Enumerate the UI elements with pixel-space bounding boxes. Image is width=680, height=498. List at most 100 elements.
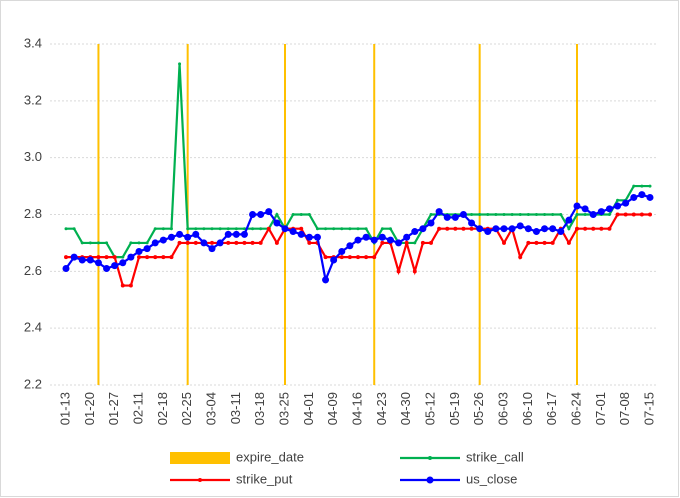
marker	[129, 241, 133, 245]
marker	[526, 240, 531, 245]
marker	[614, 202, 622, 210]
marker	[388, 227, 392, 231]
marker	[193, 240, 198, 245]
marker	[178, 62, 182, 66]
marker	[80, 241, 84, 245]
bar	[97, 44, 100, 385]
marker	[478, 213, 482, 216]
marker	[315, 227, 319, 231]
legend-marker	[428, 456, 432, 460]
marker	[234, 227, 238, 231]
y-tick-label: 3.4	[24, 35, 42, 50]
marker	[137, 241, 141, 245]
marker	[615, 212, 620, 217]
marker	[64, 255, 68, 260]
marker	[224, 230, 232, 238]
marker	[543, 213, 547, 216]
marker	[532, 228, 540, 236]
marker	[640, 184, 644, 188]
marker	[356, 227, 360, 231]
marker	[364, 255, 369, 260]
marker	[250, 240, 255, 245]
legend-label: us_close	[466, 471, 517, 486]
x-tick-label: 02-25	[179, 392, 194, 425]
marker	[307, 240, 312, 245]
marker	[161, 255, 166, 260]
marker	[208, 245, 216, 253]
x-tick-label: 06-24	[568, 392, 583, 425]
marker	[128, 283, 133, 288]
marker	[226, 240, 231, 245]
marker	[502, 240, 506, 245]
marker	[338, 247, 346, 255]
marker	[194, 227, 198, 231]
marker	[62, 264, 70, 272]
y-tick-label: 2.6	[24, 263, 42, 278]
marker	[420, 240, 425, 245]
y-tick-label: 3.0	[24, 149, 42, 164]
marker	[151, 239, 159, 247]
marker	[404, 240, 409, 245]
marker	[386, 236, 394, 244]
y-tick-label: 2.8	[24, 206, 42, 221]
marker	[121, 255, 125, 259]
x-tick-label: 05-12	[422, 392, 437, 425]
marker	[648, 184, 652, 188]
x-tick-label: 05-19	[447, 392, 462, 425]
marker	[502, 213, 506, 216]
marker	[534, 213, 538, 216]
marker	[258, 240, 263, 245]
marker	[534, 240, 539, 245]
marker	[607, 213, 611, 216]
marker	[210, 227, 214, 231]
marker	[492, 225, 500, 233]
x-tick-label: 02-18	[155, 392, 170, 425]
marker	[419, 225, 427, 233]
marker	[145, 255, 150, 260]
marker	[597, 208, 605, 216]
marker	[281, 225, 289, 233]
y-tick-label: 2.2	[24, 376, 42, 391]
marker	[64, 227, 68, 231]
marker	[411, 228, 419, 236]
marker	[177, 240, 182, 245]
marker	[167, 233, 175, 241]
marker	[551, 213, 555, 216]
marker	[508, 225, 516, 233]
legend-label: strike_call	[466, 449, 524, 464]
marker	[200, 239, 208, 247]
marker	[632, 184, 636, 188]
legend-label: strike_put	[236, 471, 293, 486]
marker	[135, 247, 143, 255]
legend-marker	[426, 476, 434, 484]
marker	[575, 213, 579, 216]
marker	[324, 227, 328, 231]
marker	[500, 225, 508, 233]
marker	[616, 198, 620, 202]
marker	[103, 264, 111, 272]
marker	[581, 205, 589, 213]
x-tick-label: 05-26	[471, 392, 486, 425]
x-tick-label: 03-25	[276, 392, 291, 425]
marker	[137, 255, 141, 260]
marker	[557, 228, 565, 236]
marker	[265, 208, 273, 216]
marker	[494, 213, 498, 216]
marker	[273, 219, 281, 227]
marker	[380, 240, 385, 245]
marker	[210, 240, 214, 245]
marker	[218, 227, 222, 231]
marker	[607, 226, 612, 231]
marker	[242, 240, 247, 245]
marker	[169, 227, 173, 231]
marker	[119, 259, 127, 267]
marker	[638, 191, 646, 199]
marker	[526, 213, 530, 216]
marker	[573, 202, 581, 210]
marker	[550, 240, 555, 245]
marker	[242, 227, 246, 231]
marker	[362, 233, 370, 241]
marker	[120, 283, 125, 288]
marker	[356, 255, 360, 260]
marker	[364, 227, 368, 231]
